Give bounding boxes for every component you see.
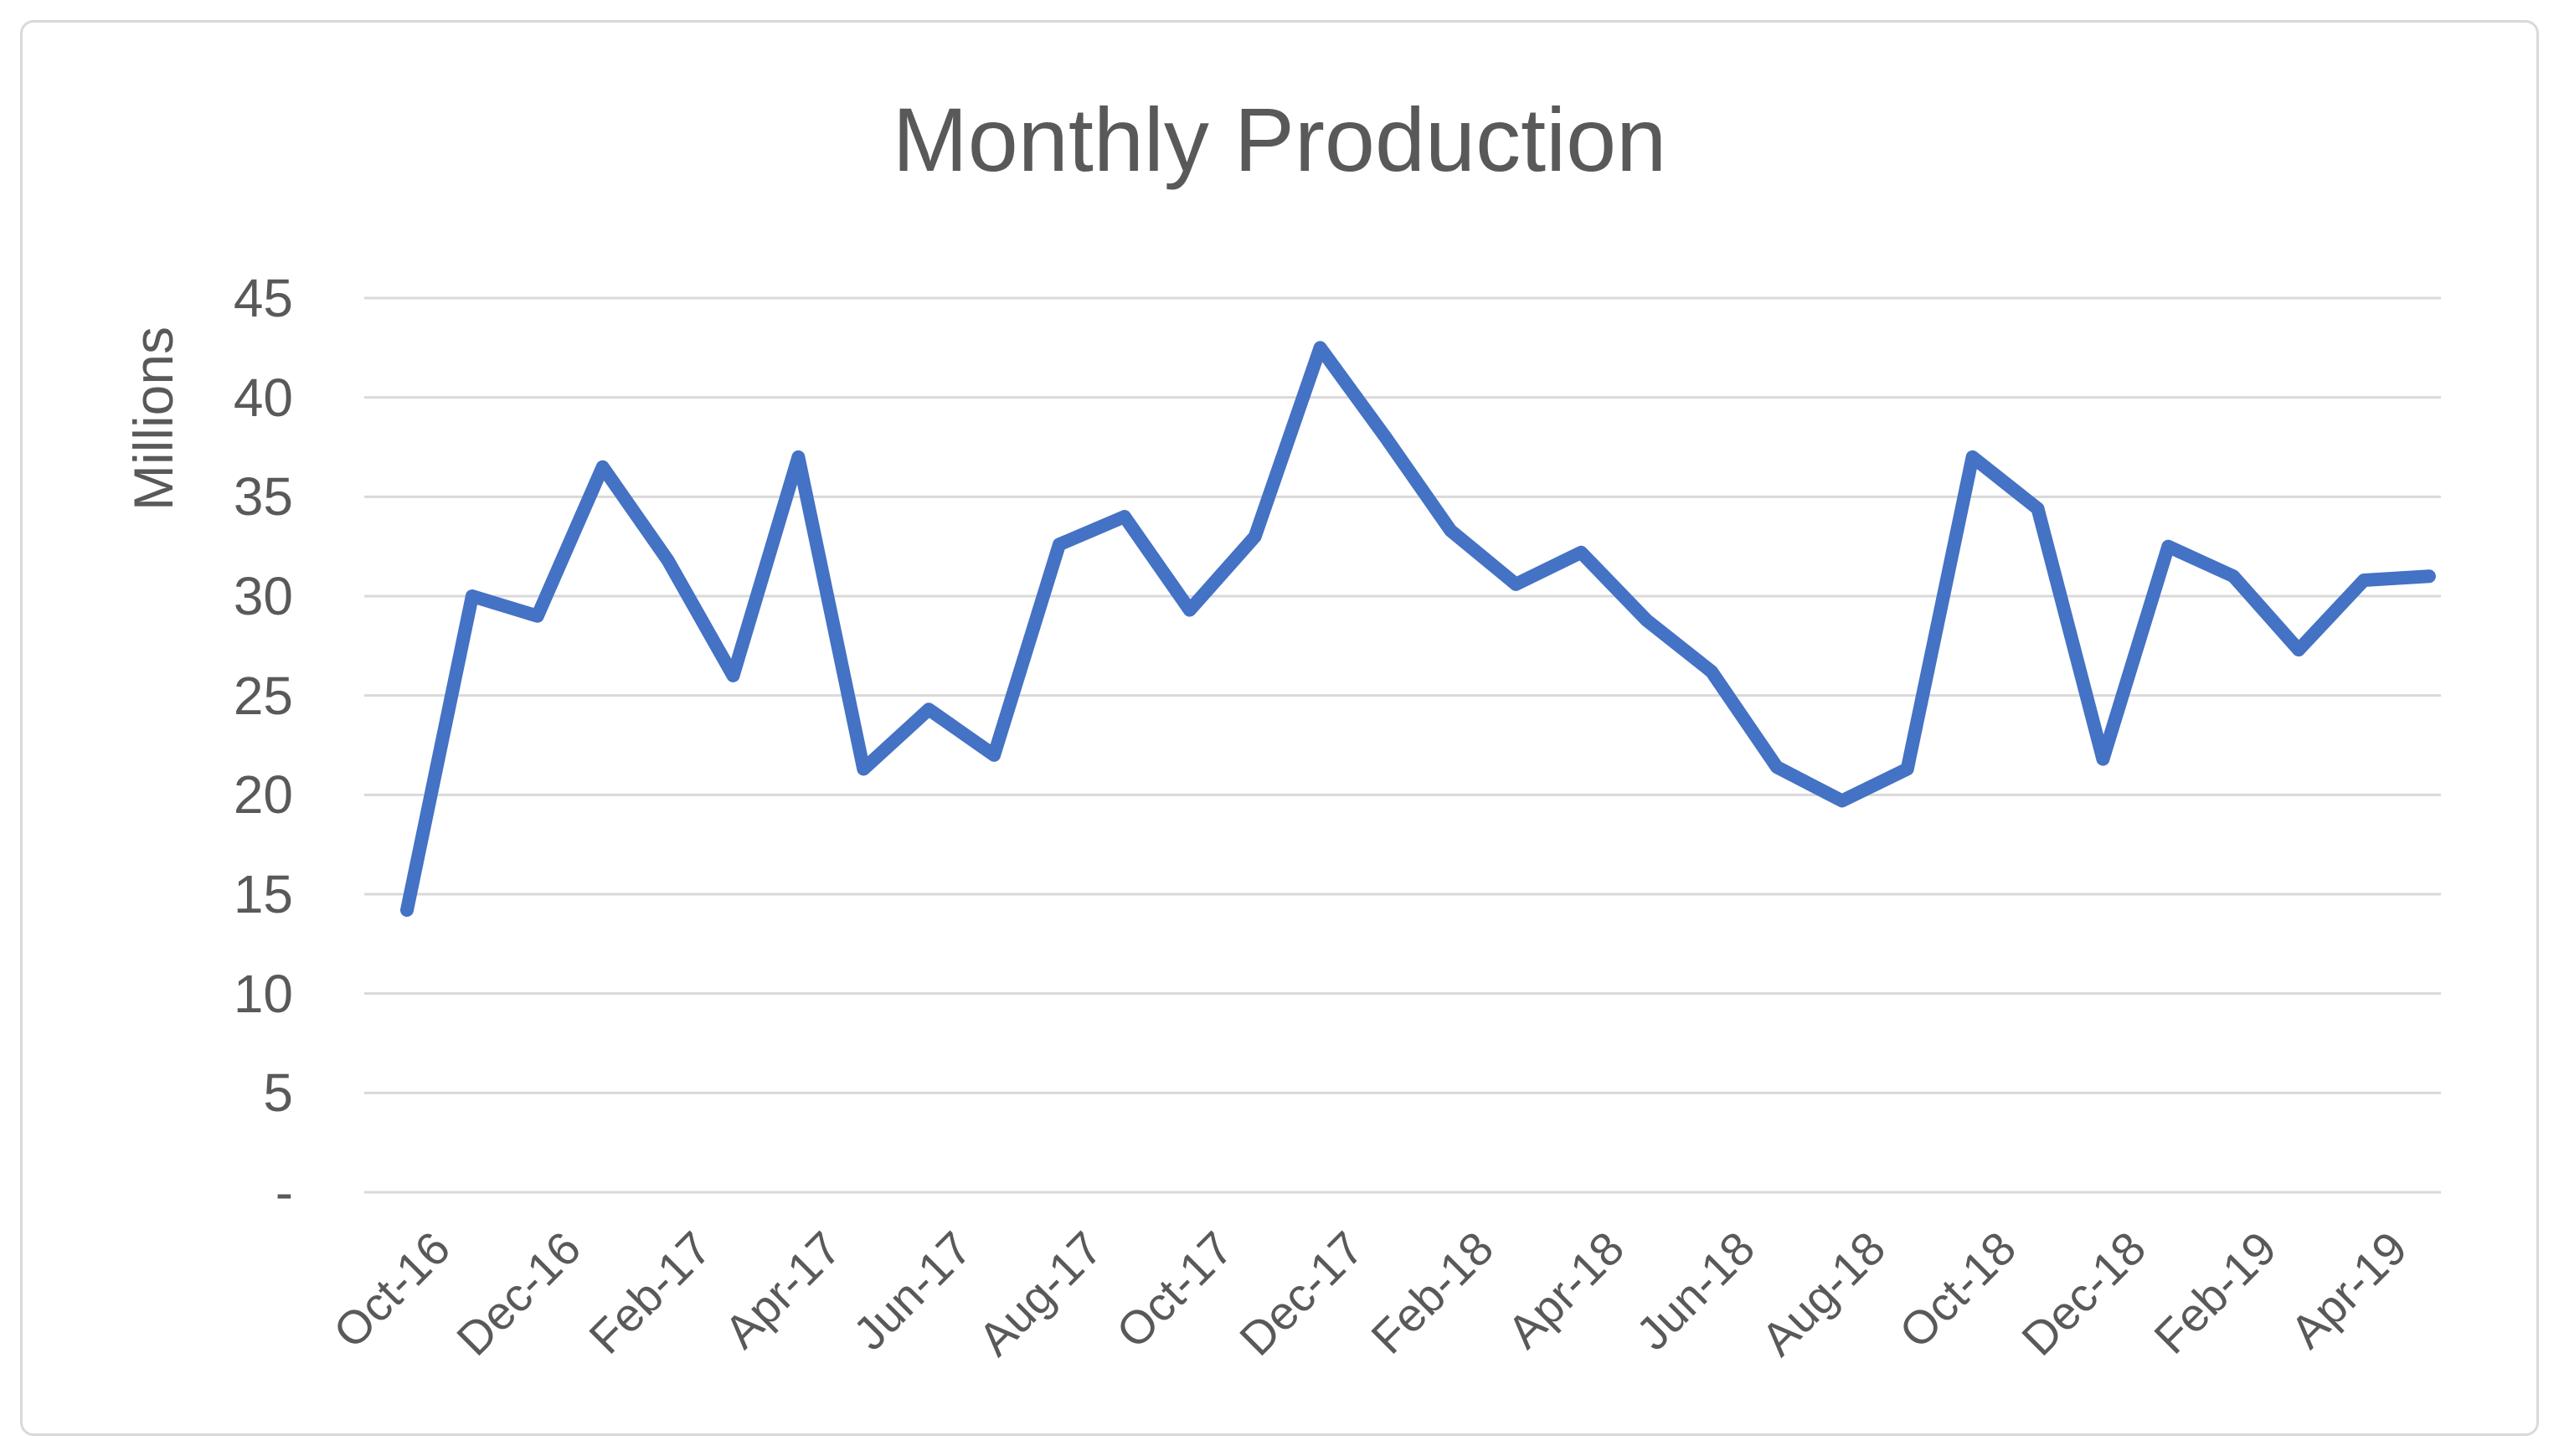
monthly-production-line-series xyxy=(400,341,2436,917)
y-tick-label: 35 xyxy=(233,466,293,527)
chart-title: Monthly Production xyxy=(892,89,1667,190)
y-tick-label: - xyxy=(275,1162,293,1222)
y-tick-label: 45 xyxy=(233,268,293,328)
y-tick-label: 40 xyxy=(233,367,293,428)
y-tick-label: 25 xyxy=(233,665,293,726)
y-tick-label: 10 xyxy=(233,963,293,1024)
gridlines xyxy=(364,296,2441,1194)
y-tick-label: 20 xyxy=(233,764,293,826)
y-tick-label: 5 xyxy=(263,1062,293,1124)
y-tick-label: 15 xyxy=(233,864,293,924)
y-tick-label: 30 xyxy=(233,566,293,626)
